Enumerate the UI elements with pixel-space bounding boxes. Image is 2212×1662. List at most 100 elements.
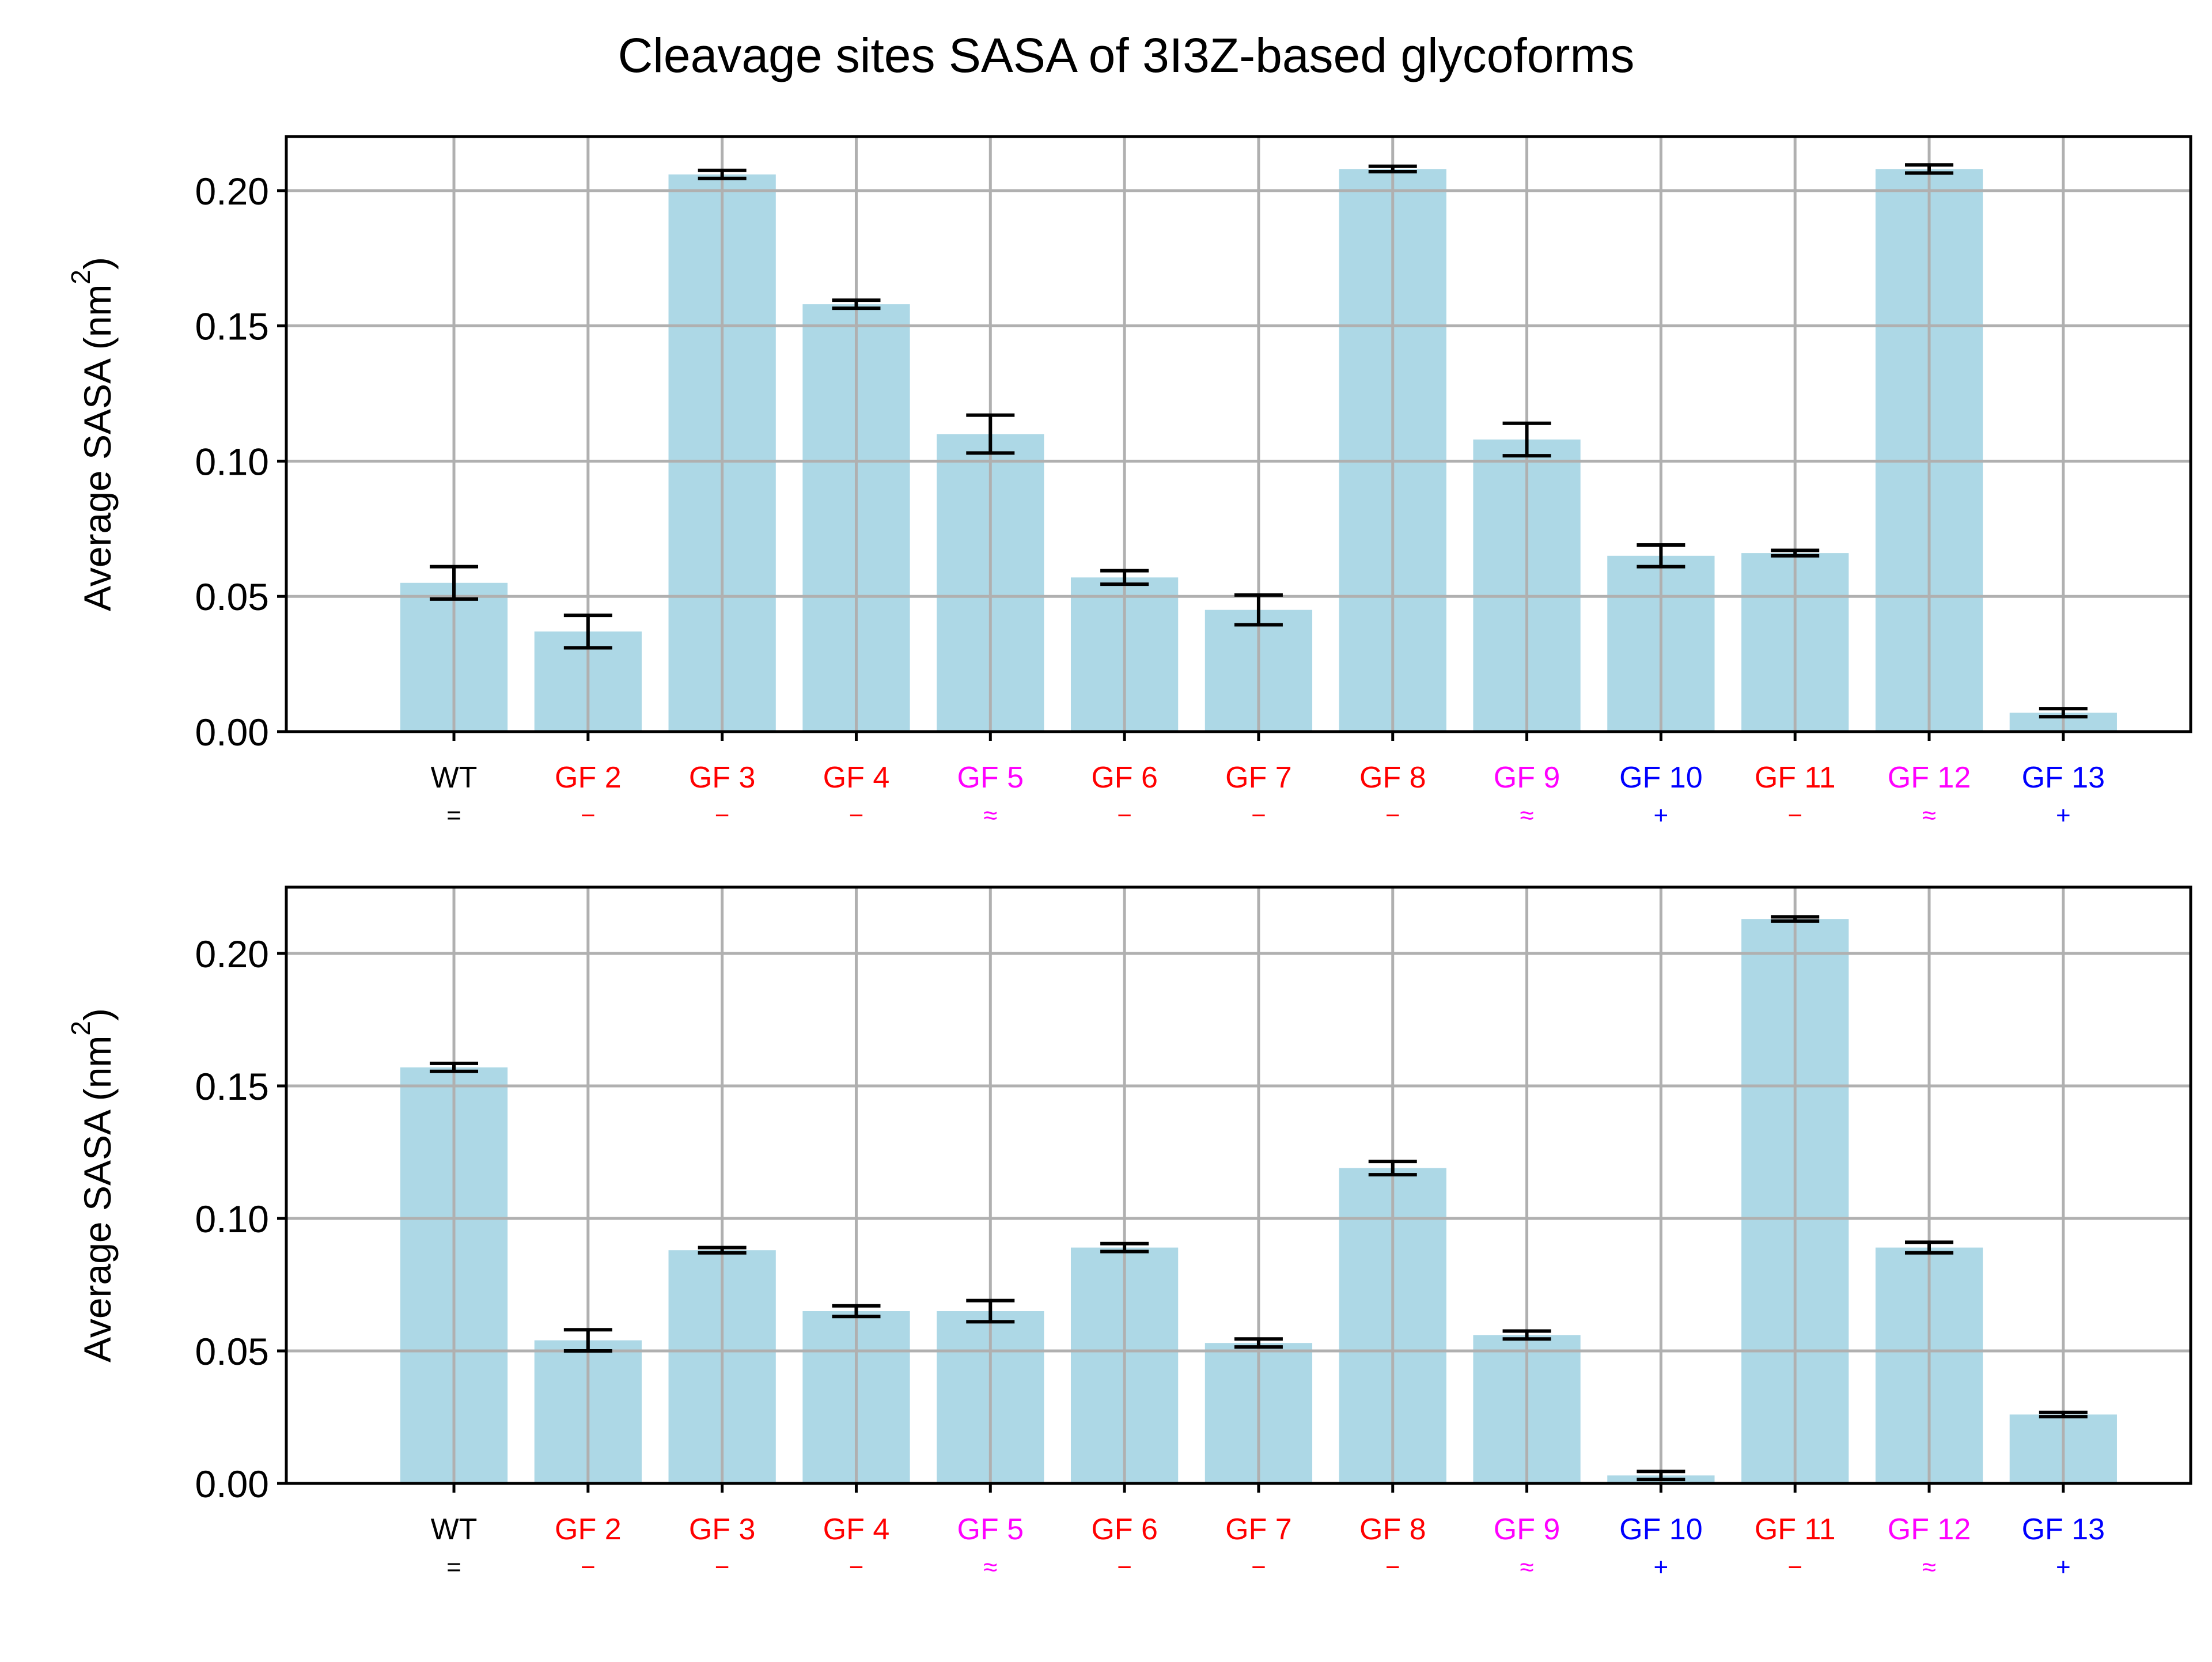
y-axis-label: Average SASA (nm2)	[66, 257, 119, 611]
x-tick-label: GF 2	[555, 761, 622, 794]
axes-frame	[285, 135, 2192, 733]
y-axis-label-close: )	[76, 1008, 119, 1021]
x-tick-marker: −	[581, 1553, 596, 1581]
x-tick-marker: −	[1117, 801, 1132, 830]
x-tick-label: GF 8	[1359, 1513, 1426, 1546]
y-axis-label-text: Average SASA (nm	[76, 285, 119, 611]
x-axis: WT = GF 2 − GF 3 − GF 4 − GF 5 ≈ GF 6 − GF 7 − GF 8 − GF…	[431, 1483, 2105, 1581]
errorbar-gf-8	[1368, 164, 1417, 174]
y-axis-label-close: )	[76, 257, 119, 270]
errorbar-gf-9	[1502, 421, 1551, 458]
errorbar-gf-10	[1637, 543, 1685, 569]
y-axis-label-superscript: 2	[66, 270, 96, 285]
errorbar-gf-5	[966, 413, 1015, 455]
error-bars	[430, 163, 2088, 719]
x-tick-marker: +	[1654, 801, 1669, 830]
y-axis-label: Average SASA (nm2)	[66, 1008, 119, 1362]
errorbar-gf-12	[1905, 1240, 1954, 1255]
errorbar-gf-2	[563, 614, 612, 650]
x-tick-marker: −	[1787, 801, 1802, 830]
x-tick-label: GF 6	[1091, 761, 1158, 794]
x-tick-label: GF 11	[1755, 761, 1836, 794]
y-tick-label: 0.05	[195, 1330, 269, 1373]
y-tick-label: 0.20	[195, 170, 269, 213]
x-tick-marker: −	[1787, 1553, 1802, 1581]
x-tick-marker: ≈	[1520, 801, 1533, 830]
x-tick-marker: +	[1654, 1553, 1669, 1581]
errorbar-gf-7	[1234, 1337, 1283, 1349]
x-tick-label: GF 9	[1494, 761, 1560, 794]
x-tick-marker: =	[446, 801, 461, 830]
y-tick-label: 0.15	[195, 305, 269, 348]
y-axis-label-superscript: 2	[66, 1021, 96, 1036]
x-tick-label: GF 12	[1888, 761, 1971, 794]
errorbar-gf-9	[1502, 1329, 1551, 1341]
x-tick-label: GF 13	[2022, 761, 2105, 794]
y-axis-label-text: Average SASA (nm	[76, 1036, 119, 1362]
errorbar-gf-13	[2039, 1410, 2088, 1419]
x-tick-label: GF 5	[957, 761, 1024, 794]
errorbar-gf-3	[698, 168, 747, 180]
x-tick-marker: −	[849, 801, 864, 830]
x-axis: WT = GF 2 − GF 3 − GF 4 − GF 5 ≈ GF 6 − GF 7 − GF 8 − GF…	[431, 732, 2105, 830]
x-tick-label: GF 5	[957, 1513, 1024, 1546]
x-tick-marker: −	[581, 801, 596, 830]
x-tick-marker: ≈	[1520, 1553, 1533, 1581]
errorbar-gf-13	[2039, 707, 2088, 719]
y-tick-label: 0.10	[195, 1198, 269, 1240]
x-tick-label: GF 4	[823, 761, 890, 794]
y-axis: 0.00 0.05 0.10 0.15 0.20	[195, 170, 286, 754]
figure-title: Cleavage sites SASA of 3I3Z-based glycof…	[618, 28, 1635, 82]
x-tick-label: GF 9	[1494, 1513, 1560, 1546]
x-tick-marker: −	[1385, 801, 1400, 830]
x-tick-marker: −	[849, 1553, 864, 1581]
x-tick-label: WT	[431, 1513, 478, 1546]
errorbar-gf-4	[832, 1304, 881, 1319]
x-tick-marker: −	[1251, 801, 1266, 830]
x-tick-label: GF 8	[1359, 761, 1426, 794]
errorbar-gf-12	[1905, 163, 1954, 175]
x-tick-marker: ≈	[1922, 801, 1936, 830]
grid-lines	[286, 137, 2191, 733]
x-tick-marker: ≈	[983, 801, 997, 830]
y-tick-label: 0.05	[195, 576, 269, 618]
errorbar-wt	[430, 565, 479, 601]
x-tick-label: GF 3	[689, 1513, 756, 1546]
errorbar-gf-8	[1368, 1160, 1417, 1177]
errorbar-gf-3	[698, 1245, 747, 1255]
x-tick-marker: ≈	[983, 1553, 997, 1581]
x-tick-marker: −	[1385, 1553, 1400, 1581]
y-tick-label: 0.15	[195, 1065, 269, 1108]
bottom-bar-chart: 0.00 0.05 0.10 0.15 0.20 Average SASA (nm2) WT…	[66, 885, 2192, 1581]
x-tick-label: WT	[431, 761, 478, 794]
x-tick-label: GF 6	[1091, 1513, 1158, 1546]
y-axis: 0.00 0.05 0.10 0.15 0.20	[195, 933, 286, 1505]
x-tick-label: GF 4	[823, 1513, 890, 1546]
top-bar-chart: 0.00 0.05 0.10 0.15 0.20 Average SASA (nm2) WT…	[66, 135, 2192, 830]
y-tick-label: 0.20	[195, 933, 269, 975]
error-bars	[430, 915, 2088, 1482]
x-tick-marker: −	[715, 1553, 730, 1581]
x-tick-marker: +	[2056, 1553, 2071, 1581]
x-tick-label: GF 7	[1225, 1513, 1292, 1546]
x-tick-marker: +	[2056, 801, 2071, 830]
x-tick-label: GF 12	[1888, 1513, 1971, 1546]
x-tick-label: GF 10	[1619, 1513, 1703, 1546]
x-tick-label: GF 11	[1755, 1513, 1836, 1546]
x-tick-label: GF 13	[2022, 1513, 2105, 1546]
axes-frame	[285, 885, 2192, 1485]
errorbar-gf-6	[1100, 569, 1149, 586]
x-tick-label: GF 3	[689, 761, 756, 794]
errorbar-gf-4	[832, 298, 881, 311]
errorbar-gf-10	[1637, 1470, 1685, 1482]
y-tick-label: 0.00	[195, 1463, 269, 1505]
x-tick-marker: −	[1251, 1553, 1266, 1581]
y-tick-label: 0.10	[195, 440, 269, 483]
x-tick-label: GF 2	[555, 1513, 622, 1546]
errorbar-gf-7	[1234, 593, 1283, 627]
errorbar-gf-6	[1100, 1241, 1149, 1254]
x-tick-label: GF 7	[1225, 761, 1292, 794]
errorbar-gf-11	[1771, 548, 1820, 558]
x-tick-marker: −	[715, 801, 730, 830]
